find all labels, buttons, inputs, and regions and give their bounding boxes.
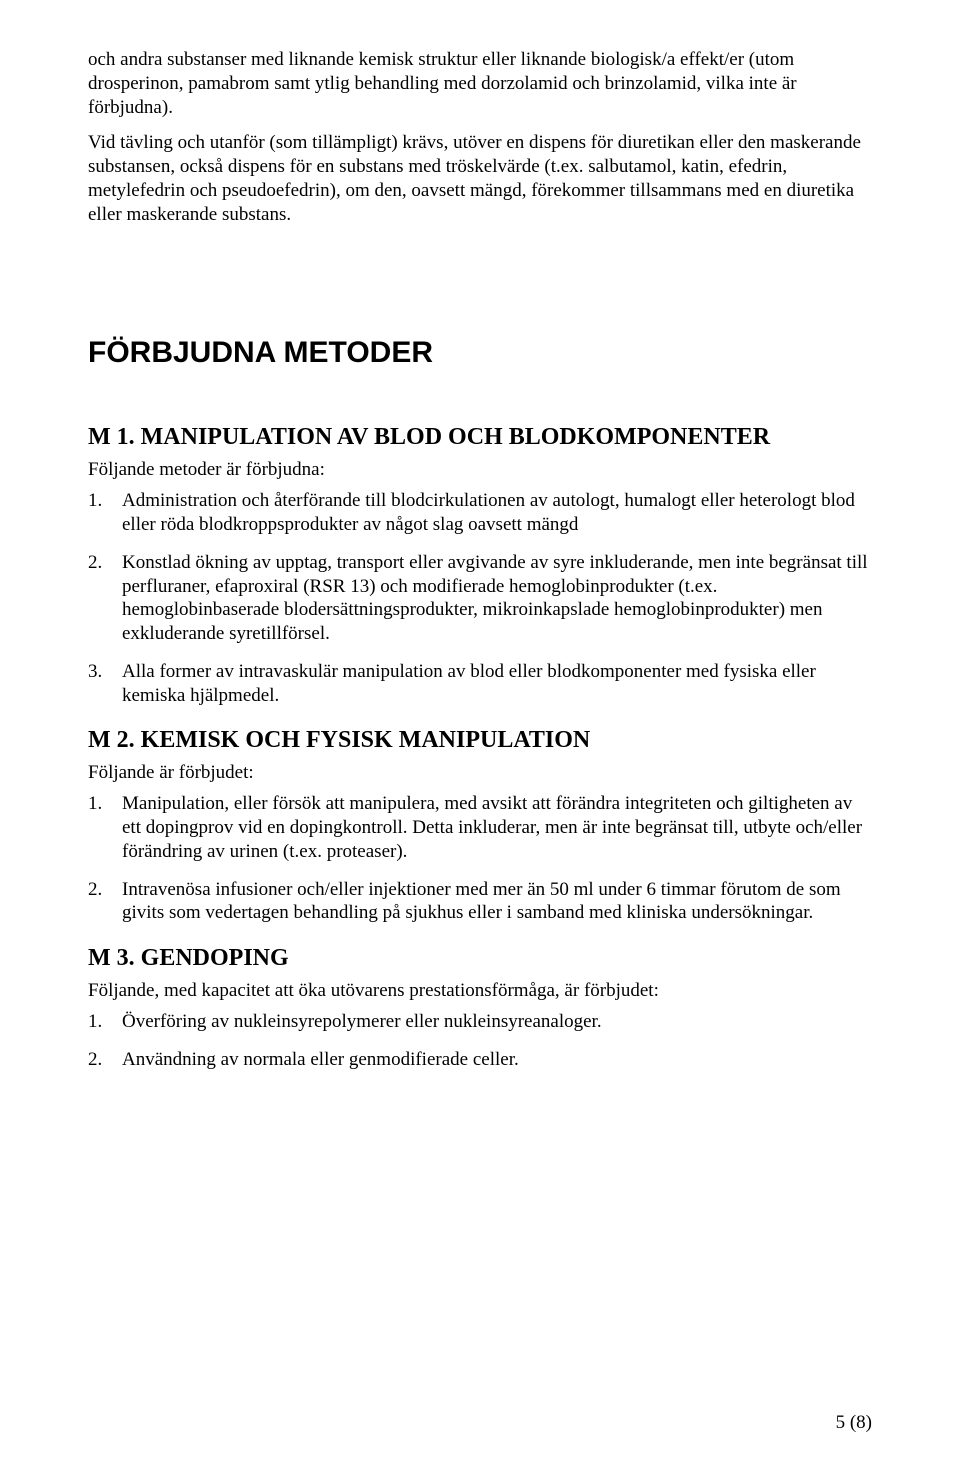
list-marker: 2.	[88, 551, 120, 575]
heading-m1: M 1. MANIPULATION AV BLOD OCH BLODKOMPON…	[88, 424, 872, 451]
m3-list: 1. Överföring av nukleinsyrepolymerer el…	[88, 1010, 872, 1072]
page-number: 5 (8)	[836, 1412, 872, 1434]
m3-intro: Följande, med kapacitet att öka utövaren…	[88, 980, 872, 1002]
list-text: Alla former av intravaskulär manipulatio…	[120, 660, 872, 708]
list-item: 2. Konstlad ökning av upptag, transport …	[88, 551, 872, 646]
list-marker: 2.	[88, 878, 120, 902]
m1-list: 1. Administration och återförande till b…	[88, 489, 872, 707]
list-marker: 1.	[88, 1010, 120, 1034]
list-text: Konstlad ökning av upptag, transport ell…	[120, 551, 872, 646]
heading-forbidden-methods: FÖRBJUDNA METODER	[88, 336, 872, 370]
list-item: 1. Administration och återförande till b…	[88, 489, 872, 537]
list-marker: 2.	[88, 1048, 120, 1072]
heading-m3: M 3. GENDOPING	[88, 945, 872, 972]
list-text: Manipulation, eller försök att manipuler…	[120, 792, 872, 863]
intro-para-2: Vid tävling och utanför (som tillämpligt…	[88, 131, 872, 226]
list-text: Intravenösa infusioner och/eller injekti…	[120, 878, 872, 926]
m1-intro: Följande metoder är förbjudna:	[88, 459, 872, 481]
list-text: Administration och återförande till blod…	[120, 489, 872, 537]
list-text: Användning av normala eller genmodifiera…	[120, 1048, 872, 1072]
list-item: 3. Alla former av intravaskulär manipula…	[88, 660, 872, 708]
list-item: 2. Användning av normala eller genmodifi…	[88, 1048, 872, 1072]
list-marker: 3.	[88, 660, 120, 684]
list-item: 2. Intravenösa infusioner och/eller inje…	[88, 878, 872, 926]
list-marker: 1.	[88, 489, 120, 513]
page: och andra substanser med liknande kemisk…	[0, 0, 960, 1462]
list-text: Överföring av nukleinsyrepolymerer eller…	[120, 1010, 872, 1034]
heading-m2: M 2. KEMISK OCH FYSISK MANIPULATION	[88, 727, 872, 754]
m2-list: 1. Manipulation, eller försök att manipu…	[88, 792, 872, 925]
intro-para-1: och andra substanser med liknande kemisk…	[88, 48, 872, 119]
list-marker: 1.	[88, 792, 120, 816]
list-item: 1. Överföring av nukleinsyrepolymerer el…	[88, 1010, 872, 1034]
list-item: 1. Manipulation, eller försök att manipu…	[88, 792, 872, 863]
m2-intro: Följande är förbjudet:	[88, 762, 872, 784]
